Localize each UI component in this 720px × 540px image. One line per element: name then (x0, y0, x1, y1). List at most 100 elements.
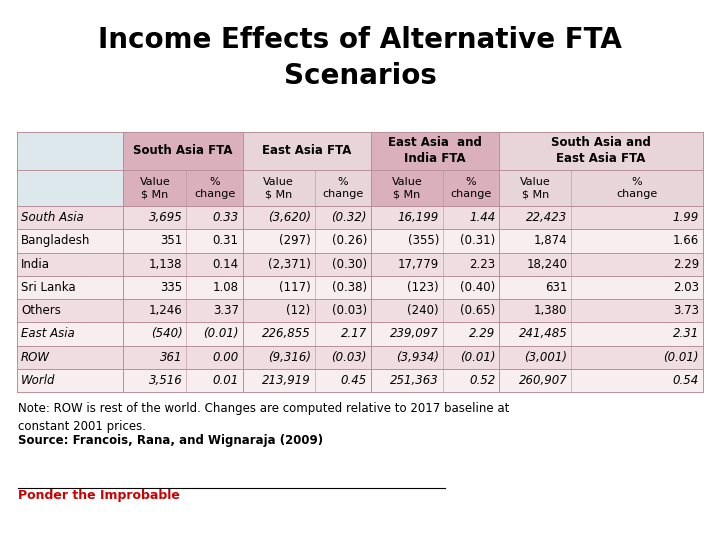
Bar (17, 276, 703, 299)
Text: %
change: % change (194, 177, 235, 199)
Text: 2.31: 2.31 (672, 327, 699, 340)
Text: (355): (355) (408, 234, 439, 247)
Text: East Asia FTA: East Asia FTA (262, 145, 351, 158)
Text: (0.01): (0.01) (664, 350, 699, 363)
Text: 3,516: 3,516 (149, 374, 182, 387)
Text: 2.29: 2.29 (672, 258, 699, 271)
Text: Value
$ Mn: Value $ Mn (392, 177, 423, 199)
Text: 1,138: 1,138 (149, 258, 182, 271)
Text: 260,907: 260,907 (518, 374, 567, 387)
Text: (0.30): (0.30) (332, 258, 367, 271)
Text: (0.03): (0.03) (332, 304, 367, 317)
Text: 16,199: 16,199 (397, 211, 439, 224)
Text: 1,246: 1,246 (149, 304, 182, 317)
Text: 1,380: 1,380 (534, 304, 567, 317)
Text: (0.65): (0.65) (460, 304, 495, 317)
Bar (443, 170, 499, 206)
Text: 3,695: 3,695 (149, 211, 182, 224)
Bar (243, 170, 315, 206)
Text: 2.29: 2.29 (469, 327, 495, 340)
Bar (243, 132, 371, 170)
Text: 251,363: 251,363 (390, 374, 439, 387)
Text: 631: 631 (545, 281, 567, 294)
Bar (17, 369, 703, 392)
Text: 2.03: 2.03 (673, 281, 699, 294)
Text: %
change: % change (451, 177, 492, 199)
Text: 22,423: 22,423 (526, 211, 567, 224)
Text: 3.37: 3.37 (212, 304, 239, 317)
Text: Note: ROW is rest of the world. Changes are computed relative to 2017 baseline a: Note: ROW is rest of the world. Changes … (18, 402, 509, 433)
Text: (0.38): (0.38) (332, 281, 367, 294)
Text: (0.26): (0.26) (332, 234, 367, 247)
Text: 0.54: 0.54 (672, 374, 699, 387)
Text: South Asia: South Asia (21, 211, 84, 224)
Text: 335: 335 (161, 281, 182, 294)
Text: (9,316): (9,316) (268, 350, 311, 363)
Text: Income Effects of Alternative FTA
Scenarios: Income Effects of Alternative FTA Scenar… (98, 25, 622, 90)
Text: East Asia  and
India FTA: East Asia and India FTA (388, 137, 482, 165)
Text: India: India (21, 258, 50, 271)
Bar (17, 230, 703, 253)
Text: Others: Others (21, 304, 61, 317)
Text: (3,001): (3,001) (524, 350, 567, 363)
Text: 2.23: 2.23 (469, 258, 495, 271)
Text: (12): (12) (287, 304, 311, 317)
Text: 0.33: 0.33 (212, 211, 239, 224)
Text: 1.66: 1.66 (672, 234, 699, 247)
Text: 1.99: 1.99 (672, 211, 699, 224)
Text: 0.01: 0.01 (212, 374, 239, 387)
Bar (315, 170, 371, 206)
Text: %
change: % change (323, 177, 364, 199)
Bar (371, 132, 499, 170)
Bar (17, 206, 703, 230)
Text: 17,779: 17,779 (397, 258, 439, 271)
Bar (17, 170, 123, 206)
Text: (117): (117) (279, 281, 311, 294)
Text: (0.40): (0.40) (460, 281, 495, 294)
Bar (186, 170, 243, 206)
Bar (17, 322, 703, 346)
Text: 0.00: 0.00 (212, 350, 239, 363)
Text: 351: 351 (160, 234, 182, 247)
Text: Value
$ Mn: Value $ Mn (140, 177, 170, 199)
Text: (123): (123) (408, 281, 439, 294)
Text: %
change: % change (616, 177, 658, 199)
Text: Ponder the Improbable: Ponder the Improbable (18, 489, 180, 503)
Text: 0.14: 0.14 (212, 258, 239, 271)
Text: 1.08: 1.08 (212, 281, 239, 294)
Text: Bangladesh: Bangladesh (21, 234, 91, 247)
Text: 241,485: 241,485 (518, 327, 567, 340)
Text: Source: Francois, Rana, and Wignaraja (2009): Source: Francois, Rana, and Wignaraja (2… (18, 434, 323, 447)
Text: East Asia: East Asia (21, 327, 75, 340)
Text: (3,620): (3,620) (268, 211, 311, 224)
Bar (571, 170, 703, 206)
Bar (371, 170, 443, 206)
Text: 1,874: 1,874 (534, 234, 567, 247)
Bar (499, 132, 703, 170)
Bar (123, 132, 243, 170)
Text: 226,855: 226,855 (262, 327, 311, 340)
Bar (17, 346, 703, 369)
Text: Sri Lanka: Sri Lanka (21, 281, 76, 294)
Text: 1.44: 1.44 (469, 211, 495, 224)
Text: (540): (540) (150, 327, 182, 340)
Text: (0.01): (0.01) (203, 327, 239, 340)
Text: (0.32): (0.32) (331, 211, 367, 224)
Text: 3.73: 3.73 (673, 304, 699, 317)
Bar (17, 253, 703, 276)
Text: Value
$ Mn: Value $ Mn (520, 177, 551, 199)
Text: 239,097: 239,097 (390, 327, 439, 340)
Text: (0.31): (0.31) (460, 234, 495, 247)
Text: (297): (297) (279, 234, 311, 247)
Text: South Asia and
East Asia FTA: South Asia and East Asia FTA (552, 137, 651, 165)
Text: 2.17: 2.17 (341, 327, 367, 340)
Bar (17, 299, 703, 322)
Text: (240): (240) (408, 304, 439, 317)
Bar (123, 170, 186, 206)
Text: (3,934): (3,934) (396, 350, 439, 363)
Text: ROW: ROW (21, 350, 50, 363)
Text: World: World (21, 374, 55, 387)
Text: 213,919: 213,919 (262, 374, 311, 387)
Bar (17, 132, 123, 170)
Text: South Asia FTA: South Asia FTA (133, 145, 233, 158)
